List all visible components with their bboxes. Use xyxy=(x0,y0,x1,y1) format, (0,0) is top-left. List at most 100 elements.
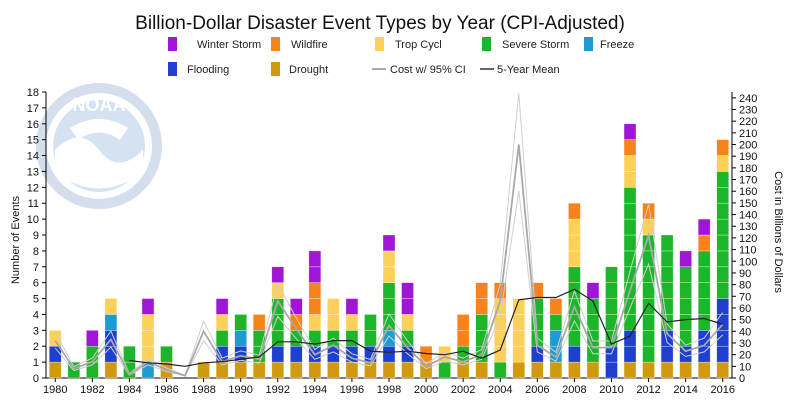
y-tick-label: 0 xyxy=(33,373,39,385)
bar-severe-storm xyxy=(475,314,489,331)
bar-trop-cycl xyxy=(401,314,414,331)
bar-trop-cycl xyxy=(568,250,581,268)
bar-drought xyxy=(48,361,62,379)
bar-severe-storm xyxy=(623,202,637,220)
bar-wildfire xyxy=(308,282,322,299)
plot-area: 0123456789101112131415161718010203040506… xyxy=(27,87,758,396)
bar-trop-cycl xyxy=(141,330,155,347)
y-tick-label: 2 xyxy=(33,341,39,353)
legend-label-wildfire: Wildfire xyxy=(291,39,328,51)
legend-swatch-flooding xyxy=(168,62,177,76)
bar-drought xyxy=(716,361,730,379)
x-tick-label: 1980 xyxy=(43,384,67,396)
bar-flooding xyxy=(623,345,637,363)
bar-severe-storm xyxy=(642,330,655,347)
x-tick-label: 1990 xyxy=(228,384,252,396)
y-tick-label: 13 xyxy=(27,166,39,178)
y2-tick-label: 200 xyxy=(739,140,757,152)
legend-item-freeze: Freeze xyxy=(584,37,634,51)
bar-trop-cycl xyxy=(568,218,581,236)
legend-item-flooding: Flooding xyxy=(168,62,229,76)
bar-drought xyxy=(382,361,396,379)
y-tick-label: 16 xyxy=(27,119,39,131)
bar-trop-cycl xyxy=(327,298,340,315)
y-tick-label: 12 xyxy=(27,182,39,194)
bar-severe-storm xyxy=(345,330,359,347)
bar-winter-storm xyxy=(401,298,414,315)
x-tick-label: 2004 xyxy=(488,384,512,396)
legend-swatch-drought xyxy=(271,62,280,76)
bar-severe-storm xyxy=(697,250,711,268)
bar-freeze xyxy=(234,330,247,347)
x-tick-label: 1998 xyxy=(377,384,401,396)
y2-tick-label: 210 xyxy=(739,128,757,140)
bar-trop-cycl xyxy=(345,314,359,331)
bar-drought xyxy=(252,361,266,379)
bar-severe-storm xyxy=(160,345,173,363)
x-tick-label: 1984 xyxy=(117,384,141,396)
y-tick-label: 15 xyxy=(27,135,39,147)
legend-item-cost-ci: Cost w/ 95% CI xyxy=(372,64,466,76)
bar-wildfire xyxy=(308,298,322,315)
bar-severe-storm xyxy=(123,345,136,363)
bar-trop-cycl xyxy=(512,330,526,347)
bar-severe-storm xyxy=(623,250,637,268)
bar-flooding xyxy=(716,345,730,363)
bar-severe-storm xyxy=(716,234,730,252)
bar-severe-storm xyxy=(660,250,674,268)
y-tick-label: 3 xyxy=(33,325,39,337)
bar-winter-storm xyxy=(697,218,711,236)
bar-severe-storm xyxy=(716,266,730,283)
bar-drought xyxy=(475,361,489,379)
legend-label-drought: Drought xyxy=(289,64,328,76)
bar-severe-storm xyxy=(271,330,285,347)
bar-winter-storm xyxy=(289,298,303,315)
bar-severe-storm xyxy=(605,266,618,283)
bar-winter-storm xyxy=(382,234,396,252)
y-tick-label: 6 xyxy=(33,278,39,290)
bar-trop-cycl xyxy=(716,155,730,172)
cost-ci-upper-line xyxy=(54,93,724,376)
bar-trop-cycl xyxy=(327,314,340,331)
bar-severe-storm xyxy=(716,282,730,299)
logo-text: NOAA xyxy=(73,95,126,115)
y-tick-label: 1 xyxy=(33,357,39,369)
y2-tick-label: 220 xyxy=(739,116,757,128)
cost-line xyxy=(54,144,724,377)
bar-severe-storm xyxy=(623,234,637,252)
y-tick-label: 14 xyxy=(27,151,39,163)
bar-severe-storm xyxy=(623,187,637,204)
bar-drought xyxy=(512,361,526,379)
bar-trop-cycl xyxy=(48,330,62,347)
y2-tick-label: 70 xyxy=(739,291,751,303)
bar-severe-storm xyxy=(716,250,730,268)
bar-trop-cycl xyxy=(623,171,637,188)
bar-severe-storm xyxy=(679,266,692,283)
x-tick-label: 1982 xyxy=(80,384,104,396)
legend-label-trop-cycl: Trop Cycl xyxy=(395,39,442,51)
y-tick-label: 17 xyxy=(27,103,39,115)
bar-severe-storm xyxy=(697,266,711,283)
bar-flooding xyxy=(271,345,285,363)
y2-tick-label: 140 xyxy=(739,210,757,222)
x-tick-label: 2016 xyxy=(710,384,734,396)
bar-severe-storm xyxy=(586,314,600,331)
y2-tick-label: 150 xyxy=(739,198,757,210)
y2-tick-label: 130 xyxy=(739,221,757,233)
bar-severe-storm xyxy=(716,187,730,204)
legend-item-winter-storm: Winter Storm xyxy=(168,37,261,51)
bar-severe-storm xyxy=(642,298,655,315)
y2-tick-label: 20 xyxy=(739,350,751,362)
x-tick-label: 2008 xyxy=(562,384,586,396)
bar-wildfire xyxy=(475,298,489,315)
bar-trop-cycl xyxy=(215,314,229,331)
x-tick-label: 1994 xyxy=(303,384,327,396)
bar-winter-storm xyxy=(215,298,229,315)
bar-severe-storm xyxy=(493,361,507,379)
legend-label-cost-ci: Cost w/ 95% CI xyxy=(390,64,466,76)
bar-trop-cycl xyxy=(623,155,637,172)
bar-drought xyxy=(401,361,414,379)
bar-winter-storm xyxy=(271,266,285,283)
bar-drought xyxy=(234,361,247,379)
bar-severe-storm xyxy=(642,314,655,331)
